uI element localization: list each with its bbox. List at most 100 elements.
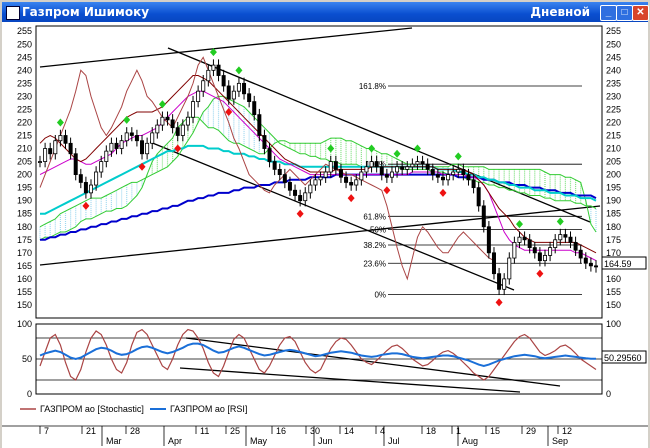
oscillator-tick-left: 0 [27,389,32,399]
candle-body [466,174,471,181]
time-tick-label: 29 [526,426,536,436]
candle-body [400,166,405,170]
candle-body [588,262,593,267]
candle-body [134,135,139,142]
candle-body [476,187,481,207]
time-tick-label: 15 [490,426,500,436]
y-tick-left: 245 [17,52,32,62]
legend-rsi: ГАЗПРОМ ао [RSI] [170,404,247,414]
window-title: Газпром Ишимоку [22,5,150,19]
candle-body [502,278,507,290]
fractal-down-marker [439,188,447,197]
candle-body [226,85,231,100]
y-tick-right: 210 [606,144,621,154]
candle-body [257,114,262,136]
candle-body [68,142,73,155]
y-tick-left: 235 [17,78,32,88]
candle-body [262,135,267,149]
fractal-up-marker [413,144,421,153]
candle-body [185,116,190,126]
candle-body [293,189,298,196]
legend-stochastic: ГАЗПРОМ ао [Stochastic] [40,404,144,414]
y-tick-right: 175 [606,235,621,245]
close-button[interactable]: ✕ [632,5,649,21]
candle-body [420,161,425,165]
candle-body [252,101,257,116]
y-tick-right: 255 [606,26,621,36]
candle-body [191,101,196,118]
y-tick-right: 240 [606,65,621,75]
candle-body [282,174,287,183]
time-tick-label: Jul [388,436,400,446]
y-tick-left: 250 [17,39,32,49]
candle-body [216,64,221,76]
candle-body [415,161,420,165]
candle-body [58,135,63,142]
candle-body [532,247,537,254]
y-tick-left: 230 [17,91,32,101]
candle-body [211,64,216,71]
chart-app-icon[interactable] [6,6,20,20]
y-tick-right: 235 [606,78,621,88]
oscillator-tick-right: 0 [606,389,611,399]
candle-body [175,127,180,136]
fractal-down-marker [82,201,90,210]
series-ma_mid [40,144,597,215]
candle-body [558,234,563,241]
candle-body [344,176,349,183]
candle-body [507,257,512,280]
time-tick-label: 7 [44,426,49,436]
fractal-up-marker [393,149,401,158]
candle-body [527,239,532,249]
fib-level-label: 161.8% [359,82,386,91]
title-bar: Газпром Ишимоку Дневной _ □ ✕ [2,2,649,22]
y-tick-left: 165 [17,261,32,271]
candle-body [73,153,78,176]
minimize-button[interactable]: _ [600,5,617,21]
indicator-lines [39,56,597,281]
trend-line [39,27,413,68]
y-tick-right: 170 [606,248,621,258]
candle-body [389,171,394,178]
candle-body [272,161,277,170]
candle-body [124,132,129,142]
y-tick-left: 240 [17,65,32,75]
candle-body [456,168,461,173]
candle-body [430,168,435,176]
fractal-up-marker [515,220,523,229]
y-tick-right: 185 [606,209,621,219]
chart-area: 161.8%100%61.8%50%38.2%23.6%0% 150155160… [2,22,648,448]
candle-body [247,93,252,103]
candle-body [180,124,185,136]
y-tick-right: 160 [606,274,621,284]
candle-body [150,132,155,144]
y-tick-left: 205 [17,157,32,167]
y-tick-left: 190 [17,196,32,206]
candle-body [481,205,486,228]
candle-body [425,163,430,170]
fractal-up-marker [56,118,64,127]
candle-body [379,166,384,176]
fractal-down-marker [225,108,233,117]
candle-body [313,179,318,186]
candle-body [303,192,308,202]
candle-body [170,119,175,129]
candle-body [537,252,542,262]
fractal-down-marker [536,269,544,278]
time-tick-label: 11 [200,426,209,436]
last-oscillator-marker: 50.29560 [601,350,647,364]
oscillator-trend-line [179,367,521,393]
candle-body [298,195,303,202]
price-candles [38,48,599,307]
candle-body [395,166,400,173]
y-tick-left: 195 [17,183,32,193]
candle-body [83,182,88,194]
y-tick-left: 160 [17,274,32,284]
candle-body [486,226,491,254]
y-tick-left: 255 [17,26,32,36]
fractal-down-marker [495,298,503,307]
candle-body [78,174,83,183]
y-tick-left: 200 [17,170,32,180]
maximize-button[interactable]: □ [616,5,633,21]
